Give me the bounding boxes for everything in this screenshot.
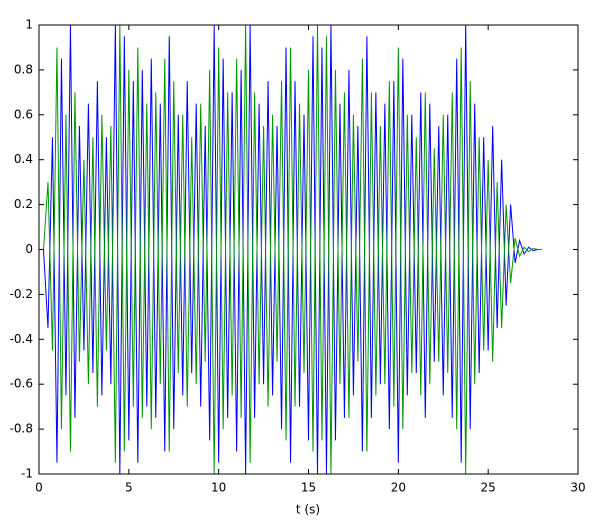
- y-tick-label: 0.4: [14, 152, 33, 166]
- y-tick-label: -0.8: [10, 422, 33, 436]
- y-tick-label: 0.2: [14, 197, 33, 211]
- y-tick-label: 1: [25, 18, 33, 32]
- x-axis-label: t (s): [296, 503, 320, 517]
- waveform: [39, 24, 543, 475]
- x-tick-label: 5: [125, 481, 133, 495]
- x-tick-label: 0: [35, 481, 43, 495]
- waveform: [39, 24, 543, 475]
- y-tick-label: 0.6: [14, 107, 33, 121]
- y-tick-label: 0.8: [14, 62, 33, 76]
- x-tick-label: 20: [391, 481, 406, 495]
- y-tick-label: 0: [25, 242, 33, 256]
- x-tick-label: 15: [301, 481, 316, 495]
- y-tick-label: -0.6: [10, 377, 33, 391]
- x-tick-label: 10: [211, 481, 226, 495]
- x-tick-label: 30: [570, 481, 585, 495]
- y-tick-label: -1: [21, 467, 33, 481]
- y-tick-label: -0.2: [10, 287, 33, 301]
- y-tick-label: -0.4: [10, 332, 33, 346]
- x-tick-label: 25: [481, 481, 496, 495]
